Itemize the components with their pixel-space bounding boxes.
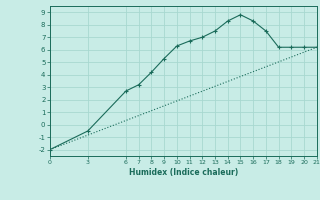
X-axis label: Humidex (Indice chaleur): Humidex (Indice chaleur) <box>129 168 238 177</box>
